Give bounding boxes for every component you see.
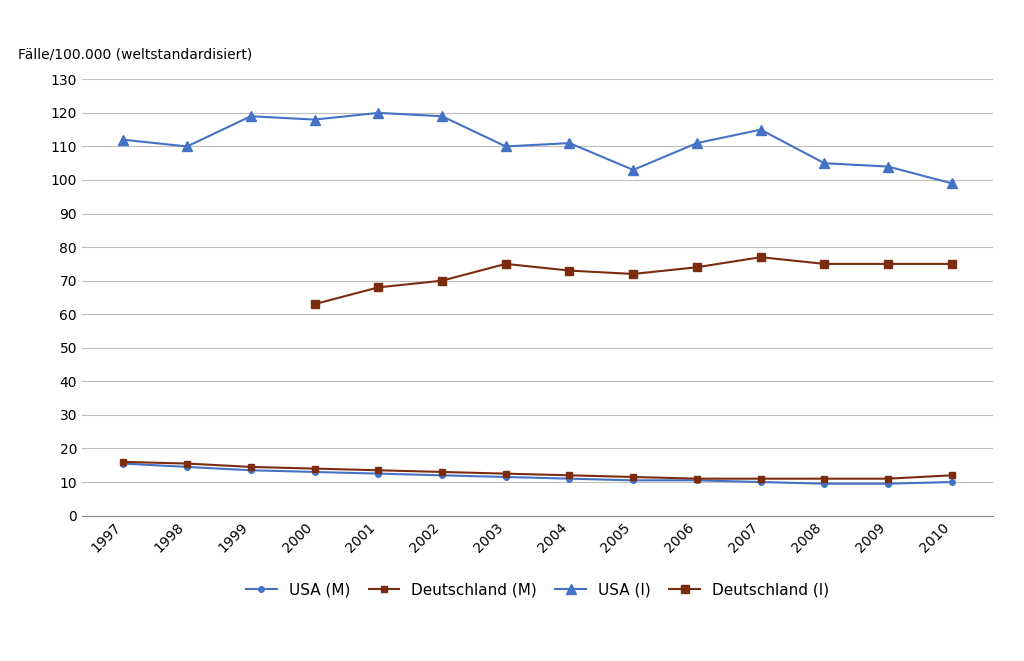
- USA (M): [117, 459, 129, 467]
- Deutschland (I): [818, 260, 830, 268]
- Text: Fälle/100.000 (weltstandardisiert): Fälle/100.000 (weltstandardisiert): [18, 48, 252, 62]
- Deutschland (I): [308, 300, 321, 308]
- Deutschland (I): [500, 260, 512, 268]
- Line: USA (M): USA (M): [121, 461, 954, 486]
- USA (M): [436, 471, 449, 479]
- USA (I): [627, 166, 639, 174]
- USA (M): [500, 473, 512, 481]
- Deutschland (M): [245, 463, 257, 471]
- Legend: USA (M), Deutschland (M), USA (I), Deutschland (I): USA (M), Deutschland (M), USA (I), Deuts…: [240, 576, 836, 604]
- USA (I): [563, 139, 575, 147]
- USA (I): [500, 143, 512, 151]
- USA (I): [245, 112, 257, 120]
- USA (I): [181, 143, 194, 151]
- USA (I): [882, 163, 894, 171]
- USA (M): [181, 463, 194, 471]
- Deutschland (M): [755, 475, 767, 483]
- Deutschland (M): [436, 468, 449, 476]
- Deutschland (M): [117, 458, 129, 466]
- Deutschland (I): [372, 284, 384, 292]
- Deutschland (M): [372, 466, 384, 474]
- Deutschland (I): [436, 277, 449, 285]
- Deutschland (M): [181, 459, 194, 467]
- USA (M): [755, 478, 767, 486]
- USA (I): [372, 109, 384, 117]
- Deutschland (I): [946, 260, 958, 268]
- Deutschland (I): [691, 263, 703, 271]
- Line: Deutschland (M): Deutschland (M): [121, 459, 954, 481]
- Deutschland (M): [946, 471, 958, 479]
- USA (M): [372, 470, 384, 478]
- USA (M): [882, 480, 894, 488]
- Deutschland (M): [691, 475, 703, 483]
- Line: Deutschland (I): Deutschland (I): [310, 253, 956, 308]
- USA (I): [436, 112, 449, 120]
- USA (I): [946, 179, 958, 187]
- USA (I): [308, 116, 321, 124]
- USA (I): [117, 136, 129, 143]
- USA (M): [818, 480, 830, 488]
- Deutschland (M): [882, 475, 894, 483]
- USA (I): [691, 139, 703, 147]
- USA (M): [691, 477, 703, 485]
- Deutschland (I): [882, 260, 894, 268]
- USA (M): [946, 478, 958, 486]
- Deutschland (M): [818, 475, 830, 483]
- Deutschland (I): [755, 253, 767, 261]
- Deutschland (I): [563, 266, 575, 274]
- USA (M): [308, 468, 321, 476]
- Line: USA (I): USA (I): [119, 108, 956, 188]
- USA (M): [627, 477, 639, 485]
- Deutschland (M): [563, 471, 575, 479]
- Deutschland (M): [500, 470, 512, 478]
- Deutschland (M): [308, 465, 321, 473]
- Deutschland (I): [627, 270, 639, 278]
- USA (M): [563, 475, 575, 483]
- USA (M): [245, 466, 257, 474]
- USA (I): [818, 159, 830, 167]
- USA (I): [755, 126, 767, 134]
- Deutschland (M): [627, 473, 639, 481]
